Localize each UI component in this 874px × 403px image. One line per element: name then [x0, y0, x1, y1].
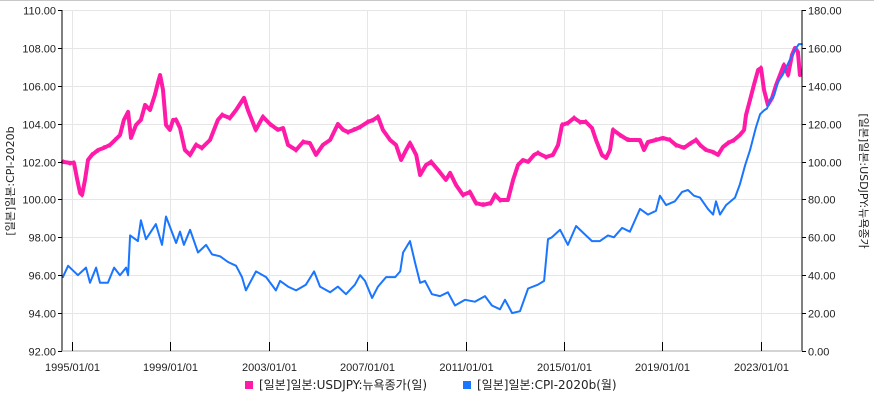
left-tick-label: 104.00: [22, 120, 56, 132]
x-tick-label: 2007/01/01: [340, 362, 395, 374]
left-axis-title: [일본]일본:CPI-2020b: [3, 126, 17, 235]
line-chart: 92.00 94.00 96.00 98.00 100.00 102.00 104.00 10…: [3, 6, 871, 375]
right-tick-label: 140.00: [808, 82, 842, 94]
series-line-usdjpy-noise: [62, 49, 801, 206]
x-tick-label: 2003/01/01: [242, 362, 297, 374]
left-tick-label: 96.00: [28, 271, 56, 283]
x-tick-label: 2015/01/01: [537, 362, 592, 374]
right-tick-label: 180.00: [808, 6, 842, 18]
legend: [일본]일본:USDJPY:뉴욕종가(일) [일본]일본:CPI-2020b(월…: [0, 376, 874, 394]
right-axis-title: [일본]일본:USDJPY:뉴욕종가: [857, 113, 871, 248]
left-tick-label: 108.00: [22, 44, 56, 56]
left-tick-label: 106.00: [22, 82, 56, 94]
series-line-cpi: [61, 43, 803, 315]
left-tick-label: 92.00: [28, 347, 56, 359]
right-tick-label: 40.00: [808, 271, 836, 283]
x-tick-label: 2011/01/01: [439, 362, 493, 374]
left-tick-label: 100.00: [22, 195, 56, 207]
right-tick-label: 100.00: [808, 158, 842, 170]
series-lines: [60, 43, 803, 315]
right-tick-label: 160.00: [808, 44, 842, 56]
x-tick-label: 1995/01/01: [45, 362, 100, 374]
right-tick-label: 120.00: [808, 120, 842, 132]
legend-item-cpi[interactable]: [일본]일본:CPI-2020b(월): [463, 376, 617, 393]
x-axis-ticks: 1995/01/01 1999/01/01 2003/01/01 2007/01/01…: [45, 342, 789, 374]
left-tick-label: 94.00: [28, 309, 56, 321]
series-line-usdjpy: [60, 45, 802, 207]
left-axis-ticks: 92.00 94.00 96.00 98.00 100.00 102.00 104.00 10…: [22, 6, 62, 359]
right-tick-label: 80.00: [808, 195, 836, 207]
x-tick-label: 2019/01/01: [635, 362, 690, 374]
x-tick-label: 2023/01/01: [734, 362, 789, 374]
x-tick-label: 1999/01/01: [143, 362, 198, 374]
left-tick-label: 110.00: [23, 6, 56, 18]
top-border: [0, 0, 874, 1]
right-tick-label: 20.00: [808, 309, 836, 321]
legend-swatch-cpi: [463, 380, 471, 389]
right-tick-label: 0.00: [808, 347, 829, 359]
right-tick-label: 60.00: [808, 233, 836, 245]
gridlines: [62, 10, 802, 351]
legend-label-cpi: [일본]일본:CPI-2020b(월): [477, 378, 617, 392]
axes: [61, 10, 803, 352]
left-tick-label: 98.00: [28, 233, 56, 245]
right-axis-ticks: 0.00 20.00 40.00 60.00 80.00 100.00 120.00 140.…: [802, 6, 842, 359]
left-tick-label: 102.00: [22, 158, 56, 170]
legend-swatch-usdjpy: [245, 380, 253, 389]
legend-label-usdjpy: [일본]일본:USDJPY:뉴욕종가(일): [259, 378, 428, 392]
legend-item-usdjpy[interactable]: [일본]일본:USDJPY:뉴욕종가(일): [245, 376, 427, 393]
